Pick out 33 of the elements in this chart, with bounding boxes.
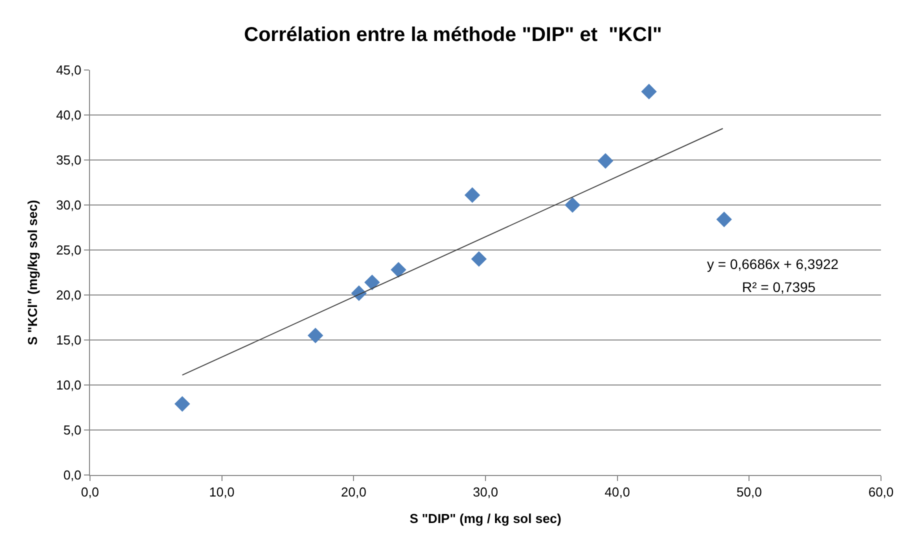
- point: [716, 212, 732, 228]
- y-tick-label: 10,0: [56, 378, 82, 393]
- x-tick-label: 10,0: [209, 484, 234, 500]
- point: [598, 153, 614, 169]
- x-tick-label: 30,0: [472, 484, 498, 500]
- y-tick-label: 40,0: [56, 108, 82, 123]
- point: [351, 285, 367, 301]
- y-tick-label: 0,0: [63, 468, 82, 483]
- y-tick-label: 25,0: [56, 242, 82, 258]
- y-tick-label: 30,0: [56, 198, 82, 213]
- x-tick-label: 60,0: [868, 484, 894, 500]
- point: [174, 396, 190, 412]
- y-tick-label: 45,0: [56, 62, 82, 78]
- annotation: R² = 0,7395: [742, 279, 816, 295]
- y-axis-title: S "KCl" (mg/kg sol sec): [25, 200, 40, 346]
- y-tick-label: 5,0: [63, 422, 82, 438]
- y-tick-label: 15,0: [56, 332, 82, 348]
- annotation: y = 0,6686x + 6,3922: [707, 256, 839, 272]
- x-tick-label: 50,0: [736, 484, 762, 500]
- point: [364, 274, 380, 290]
- chart-title: Corrélation entre la méthode "DIP" et "KCl": [244, 24, 662, 46]
- y-tick-label: 35,0: [56, 152, 82, 168]
- x-axis-title: S "DIP" (mg / kg sol sec): [410, 511, 562, 526]
- point: [564, 197, 580, 213]
- x-tick-label: 20,0: [341, 484, 366, 500]
- point: [390, 262, 406, 278]
- point: [464, 187, 480, 203]
- point: [471, 251, 487, 267]
- point: [641, 84, 657, 100]
- point: [308, 328, 324, 344]
- x-tick-label: 40,0: [604, 484, 630, 500]
- x-tick-label: 0,0: [80, 484, 100, 500]
- y-tick-label: 20,0: [56, 288, 82, 303]
